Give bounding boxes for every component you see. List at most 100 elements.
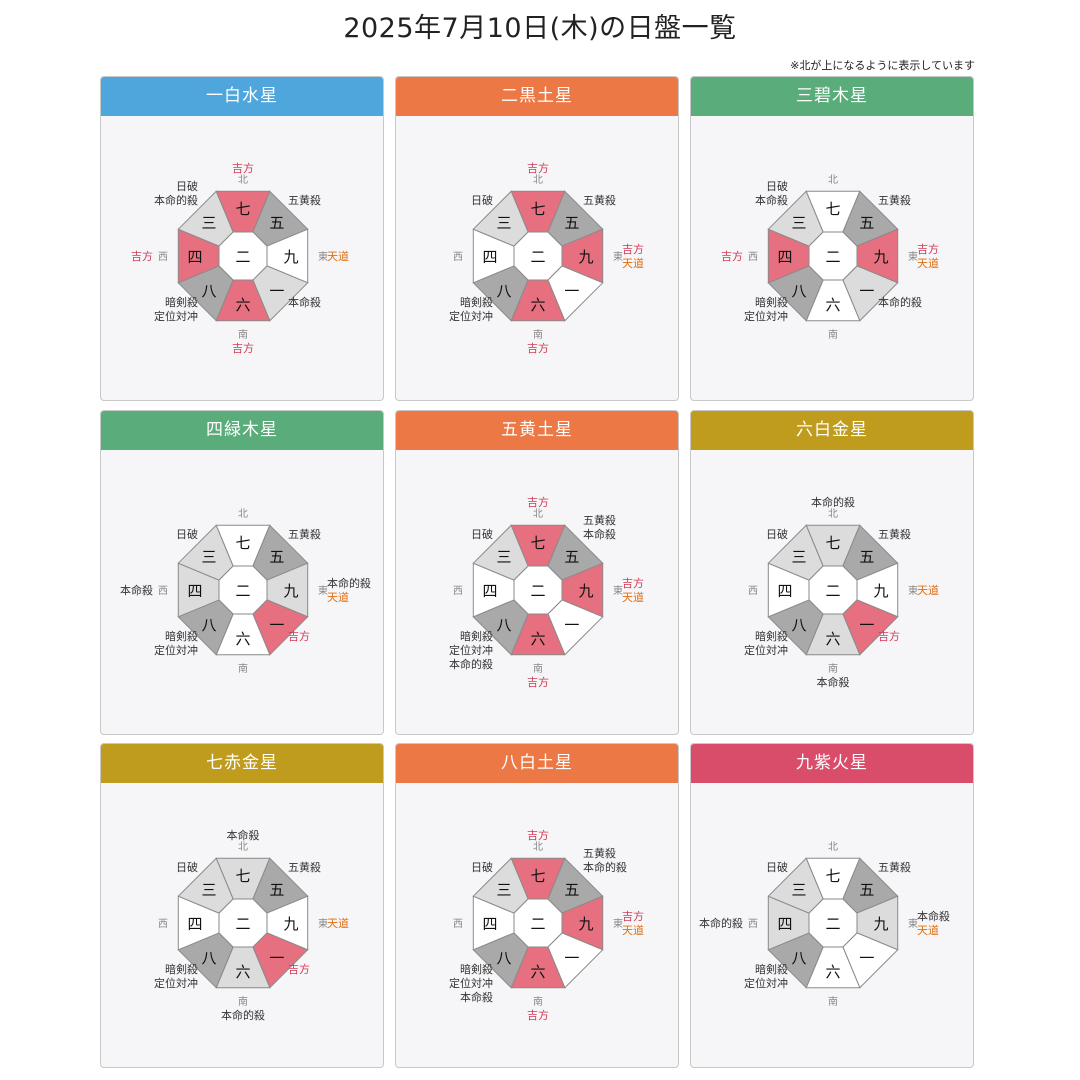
star-number-nw: 三 bbox=[497, 214, 512, 232]
annotation-e: 天道 bbox=[917, 256, 939, 270]
direction-e: 東 bbox=[318, 250, 328, 263]
annotation-ne: 五黄殺 bbox=[288, 860, 321, 874]
annotation-ne: 五黄殺 bbox=[878, 860, 911, 874]
star-number-sw: 八 bbox=[497, 616, 512, 634]
star-number-ne: 五 bbox=[269, 548, 284, 566]
star-card: 八白土星七五九一六八四三二北南東西吉方 五黄殺 本命的殺 吉方 天道 吉方 暗剣殺 定位対冲本… bbox=[395, 743, 679, 1068]
star-number-center: 二 bbox=[530, 582, 545, 600]
direction-s: 南 bbox=[828, 995, 838, 1008]
star-number-sw: 八 bbox=[792, 616, 807, 634]
annotation-n: 吉方 bbox=[527, 161, 549, 175]
annotation-w: 本命的殺 bbox=[699, 916, 743, 930]
star-card-title: 三碧木星 bbox=[691, 77, 973, 116]
star-number-w: 四 bbox=[777, 582, 792, 600]
star-number-e: 九 bbox=[873, 248, 888, 266]
annotation-w: 吉方 bbox=[131, 249, 153, 263]
annotation-n: 吉方 bbox=[232, 161, 254, 175]
star-number-s: 六 bbox=[530, 630, 545, 648]
annotation-ne: 本命殺 bbox=[583, 527, 616, 541]
star-card: 四緑木星七五九一六八四三二 北南 東 西 五黄殺 本命的殺 天道 吉方 暗剣殺 定位対冲 本命殺 日破 bbox=[100, 410, 384, 735]
annotation-sw: 定位対冲 bbox=[449, 643, 493, 657]
star-number-e: 九 bbox=[283, 582, 298, 600]
star-number-nw: 三 bbox=[202, 548, 217, 566]
star-number-center: 二 bbox=[235, 248, 250, 266]
sector-center bbox=[808, 565, 858, 615]
star-number-w: 四 bbox=[777, 248, 792, 266]
star-number-center: 二 bbox=[235, 582, 250, 600]
star-number-sw: 八 bbox=[792, 949, 807, 967]
direction-s: 南 bbox=[533, 995, 543, 1008]
annotation-se: 吉方 bbox=[288, 962, 310, 976]
star-number-se: 一 bbox=[564, 616, 579, 634]
annotation-s: 吉方 bbox=[232, 341, 254, 355]
annotation-ne: 五黄殺 bbox=[583, 193, 616, 207]
annotation-sw: 本命殺 bbox=[460, 990, 493, 1004]
annotation-sw: 定位対冲 bbox=[744, 976, 788, 990]
annotation-sw: 暗剣殺 bbox=[460, 629, 493, 643]
annotation-sw: 定位対冲 bbox=[744, 309, 788, 323]
star-number-center: 二 bbox=[825, 915, 840, 933]
annotation-sw: 定位対冲 bbox=[154, 309, 198, 323]
star-card-title: 二黒土星 bbox=[396, 77, 678, 116]
direction-s: 南 bbox=[828, 328, 838, 341]
direction-n: 北 bbox=[238, 174, 248, 186]
direction-e: 東 bbox=[318, 584, 328, 597]
direction-e: 東 bbox=[613, 250, 623, 263]
sector-center bbox=[513, 231, 563, 281]
star-number-sw: 八 bbox=[202, 616, 217, 634]
direction-s: 南 bbox=[238, 662, 248, 675]
star-number-se: 一 bbox=[564, 949, 579, 967]
star-number-sw: 八 bbox=[497, 282, 512, 300]
annotation-e: 吉方 bbox=[622, 909, 644, 923]
star-number-w: 四 bbox=[777, 915, 792, 933]
annotation-n: 吉方 bbox=[527, 828, 549, 842]
annotation-nw: 日破 bbox=[176, 179, 198, 193]
star-number-e: 九 bbox=[283, 248, 298, 266]
star-number-n: 七 bbox=[235, 534, 250, 552]
sector-center bbox=[218, 231, 268, 281]
star-card: 六白金星七五九一六八四三二 北南 東 西 本命的殺 五黄殺 天道 吉方 本命殺 暗剣殺 定位対冲 日破 bbox=[690, 410, 974, 735]
sector-center bbox=[513, 565, 563, 615]
annotation-w: 本命殺 bbox=[120, 583, 153, 597]
star-number-w: 四 bbox=[187, 915, 202, 933]
direction-s: 南 bbox=[533, 662, 543, 675]
star-number-se: 一 bbox=[269, 949, 284, 967]
annotation-s: 吉方 bbox=[527, 675, 549, 689]
annotation-nw: 日破 bbox=[766, 860, 788, 874]
direction-e: 東 bbox=[908, 584, 918, 597]
annotation-nw: 日破 bbox=[766, 527, 788, 541]
star-number-s: 六 bbox=[235, 296, 250, 314]
star-number-ne: 五 bbox=[269, 214, 284, 232]
star-number-n: 七 bbox=[530, 867, 545, 885]
annotation-s: 吉方 bbox=[527, 1008, 549, 1022]
annotation-e: 天道 bbox=[327, 249, 349, 263]
direction-w: 西 bbox=[748, 252, 758, 263]
star-card-title: 六白金星 bbox=[691, 411, 973, 450]
star-number-e: 九 bbox=[578, 248, 593, 266]
star-number-nw: 三 bbox=[792, 214, 807, 232]
star-number-s: 六 bbox=[530, 296, 545, 314]
direction-w: 西 bbox=[453, 586, 463, 597]
annotation-n: 吉方 bbox=[527, 495, 549, 509]
star-number-e: 九 bbox=[873, 915, 888, 933]
direction-e: 東 bbox=[318, 917, 328, 930]
star-number-n: 七 bbox=[530, 534, 545, 552]
star-number-n: 七 bbox=[235, 200, 250, 218]
star-number-se: 一 bbox=[269, 616, 284, 634]
star-number-se: 一 bbox=[269, 282, 284, 300]
star-number-ne: 五 bbox=[269, 881, 284, 899]
star-number-w: 四 bbox=[482, 248, 497, 266]
star-number-se: 一 bbox=[859, 616, 874, 634]
star-number-nw: 三 bbox=[792, 881, 807, 899]
star-card-title: 四緑木星 bbox=[101, 411, 383, 450]
star-number-nw: 三 bbox=[497, 548, 512, 566]
star-number-sw: 八 bbox=[202, 282, 217, 300]
star-number-sw: 八 bbox=[497, 949, 512, 967]
star-number-sw: 八 bbox=[202, 949, 217, 967]
star-card: 九紫火星七五九一六八四三二 北南 東 西 五黄殺 本命殺 天道 暗剣殺 定位対冲 本命的殺 日破 bbox=[690, 743, 974, 1068]
star-number-w: 四 bbox=[482, 582, 497, 600]
star-number-s: 六 bbox=[825, 296, 840, 314]
